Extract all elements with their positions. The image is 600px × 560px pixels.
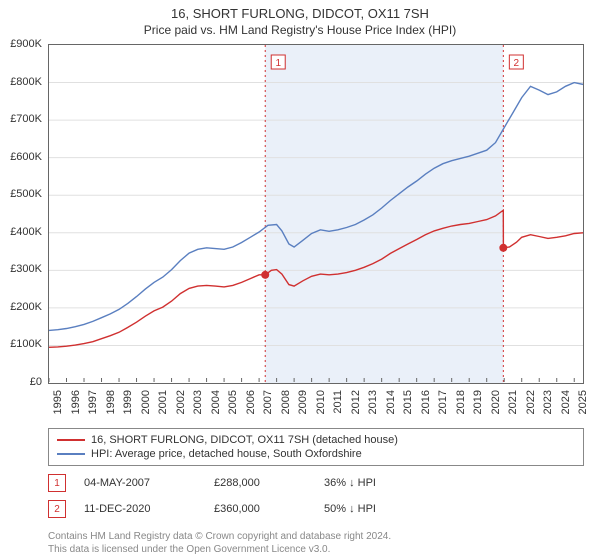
x-tick-label: 2004 (210, 390, 222, 414)
y-tick-label: £600K (10, 151, 42, 163)
x-tick-label: 2015 (402, 390, 414, 414)
sale-2-hpi: 50% ↓ HPI (324, 503, 376, 515)
x-tick-label: 2009 (297, 390, 309, 414)
sale-2-date: 11-DEC-2020 (84, 503, 214, 515)
x-tick-label: 2022 (525, 390, 537, 414)
x-tick-label: 2018 (455, 390, 467, 414)
x-tick-label: 2011 (332, 390, 344, 414)
x-tick-label: 2025 (577, 390, 589, 414)
x-tick-label: 2024 (560, 390, 572, 414)
footer-line-1: Contains HM Land Registry data © Crown c… (48, 530, 584, 543)
x-tick-label: 2006 (245, 390, 257, 414)
x-tick-label: 2008 (280, 390, 292, 414)
legend-item: HPI: Average price, detached house, Sout… (57, 447, 575, 461)
x-tick-label: 2002 (175, 390, 187, 414)
y-tick-label: £0 (30, 376, 42, 388)
chart-container: 16, SHORT FURLONG, DIDCOT, OX11 7SH Pric… (0, 0, 600, 560)
y-tick-label: £500K (10, 188, 42, 200)
sale-row-1: 1 04-MAY-2007 £288,000 36% ↓ HPI (48, 474, 584, 492)
y-tick-label: £800K (10, 76, 42, 88)
y-tick-label: £200K (10, 301, 42, 313)
sale-1-date: 04-MAY-2007 (84, 477, 214, 489)
x-tick-label: 2003 (192, 390, 204, 414)
y-tick-label: £300K (10, 263, 42, 275)
chart-title: 16, SHORT FURLONG, DIDCOT, OX11 7SH (0, 0, 600, 21)
x-tick-label: 2020 (490, 390, 502, 414)
chart-subtitle: Price paid vs. HM Land Registry's House … (0, 21, 600, 41)
x-tick-label: 2010 (315, 390, 327, 414)
x-tick-label: 2017 (437, 390, 449, 414)
y-tick-label: £100K (10, 338, 42, 350)
x-tick-label: 2001 (157, 390, 169, 414)
x-tick-label: 2005 (227, 390, 239, 414)
x-tick-label: 1995 (52, 390, 64, 414)
svg-text:1: 1 (275, 58, 281, 69)
legend: 16, SHORT FURLONG, DIDCOT, OX11 7SH (det… (48, 428, 584, 466)
sale-row-2: 2 11-DEC-2020 £360,000 50% ↓ HPI (48, 500, 584, 518)
legend-label: 16, SHORT FURLONG, DIDCOT, OX11 7SH (det… (91, 434, 398, 446)
x-tick-label: 2021 (507, 390, 519, 414)
x-tick-label: 2016 (420, 390, 432, 414)
plot-area: 12 (48, 44, 584, 384)
y-tick-label: £700K (10, 113, 42, 125)
legend-swatch (57, 439, 85, 441)
chart-svg: 12 (49, 45, 583, 383)
x-tick-label: 1996 (70, 390, 82, 414)
x-tick-label: 2013 (367, 390, 379, 414)
svg-text:2: 2 (514, 58, 520, 69)
legend-label: HPI: Average price, detached house, Sout… (91, 448, 362, 460)
sale-marker-1-num: 1 (54, 478, 60, 489)
footer-line-2: This data is licensed under the Open Gov… (48, 543, 584, 556)
sale-marker-2: 2 (48, 500, 66, 518)
x-tick-label: 1998 (105, 390, 117, 414)
sale-1-hpi: 36% ↓ HPI (324, 477, 376, 489)
sale-marker-1: 1 (48, 474, 66, 492)
x-tick-label: 1997 (87, 390, 99, 414)
sale-1-price: £288,000 (214, 477, 324, 489)
y-axis: £0£100K£200K£300K£400K£500K£600K£700K£80… (0, 44, 46, 384)
x-tick-label: 2014 (385, 390, 397, 414)
x-tick-label: 1999 (122, 390, 134, 414)
x-tick-label: 2023 (542, 390, 554, 414)
legend-swatch (57, 453, 85, 455)
sale-marker-2-num: 2 (54, 504, 60, 515)
y-tick-label: £900K (10, 38, 42, 50)
x-tick-label: 2007 (262, 390, 274, 414)
x-tick-label: 2019 (472, 390, 484, 414)
footer: Contains HM Land Registry data © Crown c… (48, 530, 584, 556)
y-tick-label: £400K (10, 226, 42, 238)
sale-2-price: £360,000 (214, 503, 324, 515)
legend-item: 16, SHORT FURLONG, DIDCOT, OX11 7SH (det… (57, 433, 575, 447)
x-tick-label: 2000 (140, 390, 152, 414)
x-tick-label: 2012 (350, 390, 362, 414)
